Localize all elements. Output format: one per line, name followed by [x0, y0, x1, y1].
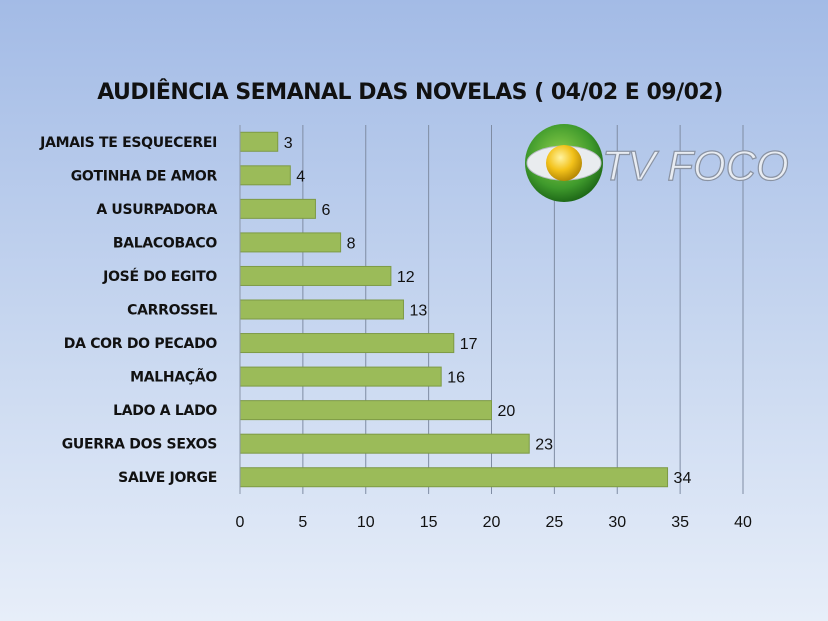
- category-label: CARROSSEL: [127, 303, 217, 319]
- x-tick-label: 25: [545, 514, 563, 531]
- category-label: MALHAÇÃO: [130, 369, 217, 386]
- category-label: JOSÉ DO EGITO: [102, 268, 217, 285]
- bar: [239, 232, 342, 253]
- bars: [239, 131, 669, 488]
- logo-text: TV FOCO: [602, 142, 789, 189]
- bar: [239, 333, 455, 354]
- value-label: 16: [447, 370, 465, 387]
- bar: [239, 467, 669, 488]
- category-label: BALACOBACO: [113, 235, 218, 251]
- value-label: 13: [409, 303, 427, 320]
- category-label: DA COR DO PECADO: [64, 336, 218, 352]
- x-axis-ticks: 0 5 10 15 20 25 30 35 40: [236, 514, 752, 531]
- x-tick-label: 35: [671, 514, 689, 531]
- x-tick-label: 10: [357, 514, 375, 531]
- value-label: 6: [321, 202, 330, 219]
- x-tick-label: 40: [734, 514, 752, 531]
- bar: [239, 198, 316, 219]
- bar: [239, 131, 279, 152]
- x-tick-label: 15: [420, 514, 438, 531]
- bar: [239, 299, 404, 320]
- bar: [239, 400, 492, 421]
- bar: [239, 165, 291, 186]
- value-label: 20: [498, 403, 516, 420]
- x-tick-label: 20: [483, 514, 501, 531]
- value-label: 34: [674, 470, 692, 487]
- value-label: 3: [284, 135, 293, 152]
- logo-ball-icon: [546, 145, 582, 181]
- bar: [239, 433, 530, 454]
- x-tick-label: 30: [608, 514, 626, 531]
- category-labels: JAMAIS TE ESQUECEREI GOTINHA DE AMOR A USU…: [39, 135, 218, 486]
- bar: [239, 265, 392, 286]
- category-label: SALVE JORGE: [118, 470, 217, 486]
- value-label: 4: [296, 168, 305, 185]
- chart-title: AUDIÊNCIA SEMANAL DAS NOVELAS ( 04/02 E …: [97, 79, 723, 105]
- category-label: JAMAIS TE ESQUECEREI: [39, 135, 217, 151]
- value-label: 12: [397, 269, 415, 286]
- category-label: GUERRA DOS SEXOS: [62, 437, 218, 453]
- value-label: 8: [347, 235, 356, 252]
- x-tick-label: 5: [298, 514, 307, 531]
- tv-foco-logo: TV FOCO: [525, 124, 789, 202]
- x-tick-label: 0: [236, 514, 245, 531]
- bar: [239, 366, 442, 387]
- value-label: 23: [535, 437, 553, 454]
- value-label: 17: [460, 336, 478, 353]
- category-label: LADO A LADO: [113, 403, 217, 419]
- category-label: A USURPADORA: [96, 202, 217, 218]
- category-label: GOTINHA DE AMOR: [71, 168, 218, 184]
